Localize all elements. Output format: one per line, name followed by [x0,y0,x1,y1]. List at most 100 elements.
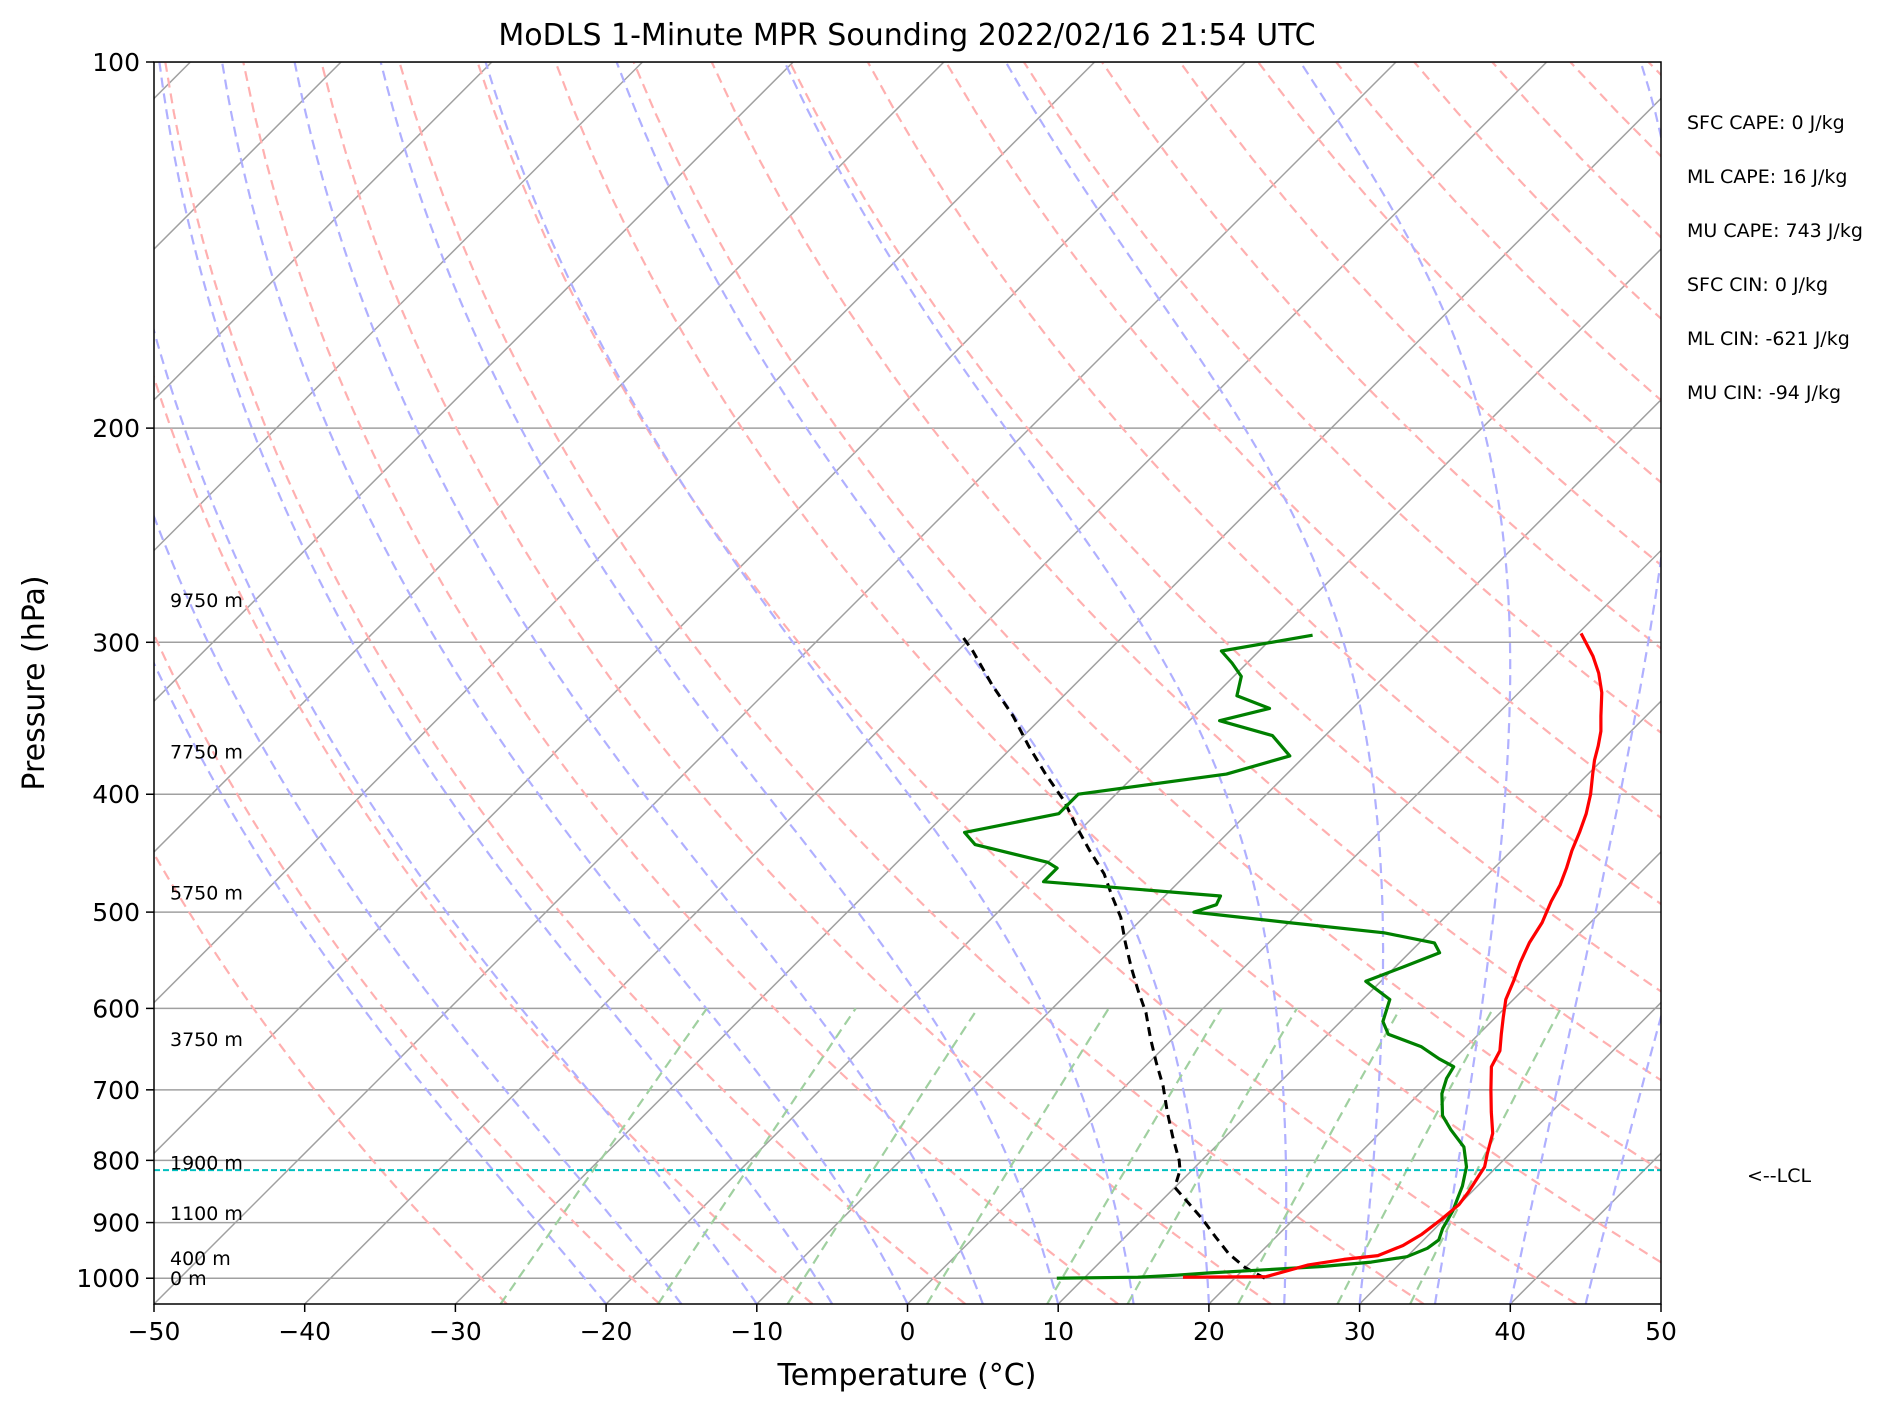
y-tick-label: 700 [92,1076,140,1105]
stat-label: MU CIN: -94 J/kg [1687,382,1841,404]
y-tick-label: 1000 [76,1264,140,1293]
dry-adiabat-line [944,62,1661,820]
parcel-line [958,632,1266,1280]
moist-adiabat-line [154,660,607,1304]
isotherm-line [906,549,1661,1304]
isotherm-line [154,62,1397,1304]
dry-adiabat-line [632,62,1661,1172]
isotherm-line [1509,1152,1661,1304]
x-tick-label: 0 [900,1317,916,1346]
dry-adiabat-line [398,62,1425,1304]
isotherm-line [454,97,1661,1304]
isotherm-line [154,62,945,853]
isotherm-line [605,248,1661,1304]
dry-adiabat-line [1022,62,1661,735]
isotherm-line [304,62,1548,1304]
mixing-ratio-line [1126,1007,1298,1304]
moist-adiabat-line [379,62,1060,1304]
isotherm-line [154,62,794,703]
y-tick-label: 400 [92,780,140,809]
x-tick-label: −50 [128,1317,181,1346]
x-tick-label: 10 [1042,1317,1074,1346]
stat-label: SFC CAPE: 0 J/kg [1687,112,1845,134]
y-axis-label: Pressure (hPa) [17,575,52,790]
moist-adiabat-line [221,62,909,1304]
dry-adiabat-line [554,62,1661,1264]
y-tick-label: 100 [92,48,140,77]
stat-label: ML CAPE: 16 J/kg [1687,166,1847,188]
mixing-ratio-line [1336,1007,1494,1304]
y-tick-label: 300 [92,628,140,657]
moist-adiabat-line [154,513,683,1304]
height-label: 0 m [170,1268,207,1290]
dry-adiabat-line [866,62,1661,906]
isotherm-line [756,398,1661,1304]
height-label: 1900 m [170,1152,243,1174]
moist-adiabat-line [783,62,1288,1304]
x-tick-label: −20 [580,1317,633,1346]
moist-adiabat-line [154,326,758,1304]
dry-adiabat-line [788,62,1661,993]
y-tick-label: 600 [92,994,140,1023]
dry-adiabat-line [1335,62,1661,402]
y-tick-label: 200 [92,414,140,443]
mixing-ratio-line [926,1007,1110,1304]
moist-adiabat-line [1659,1299,1661,1304]
height-label: 3750 m [170,1029,243,1051]
stat-label: MU CAPE: 743 J/kg [1687,220,1863,242]
isotherm-line [154,62,1246,1155]
isotherm-line [154,62,493,401]
mixing-ratio-line [786,1007,979,1304]
isotherm-line [1359,1001,1661,1304]
stat-label: SFC CIN: 0 J/kg [1687,274,1828,296]
dry-adiabat-line [1101,62,1661,650]
moist-adiabat-line [615,62,1210,1304]
isotherm-line [1660,1302,1661,1304]
data-lines [154,632,1661,1280]
y-tick-label: 500 [92,898,140,927]
dry-adiabat-line [1726,62,1903,1304]
x-axis-label: Temperature (°C) [777,1358,1037,1393]
dry-adiabat-line [1569,62,1661,158]
mixing-ratio-line [1237,1007,1402,1304]
mixing-ratio-line [657,1007,857,1304]
y-tick-label: 800 [92,1146,140,1175]
x-tick-label: 50 [1645,1317,1677,1346]
x-tick-label: 30 [1344,1317,1376,1346]
dry-adiabat-line [1647,62,1661,77]
moist-adiabat-line [484,62,1135,1304]
temperature-line [1182,632,1604,1279]
stat-label: ML CIN: -621 J/kg [1687,328,1850,350]
x-tick-label: −40 [278,1317,331,1346]
dry-adiabat-line [1491,62,1661,239]
dry-adiabat-line [242,62,1119,1304]
dry-adiabat-line [154,632,661,1304]
x-tick-label: −10 [730,1317,783,1346]
mixing-ratio-line [1046,1007,1223,1304]
moist-adiabat-line [293,62,984,1304]
dry-adiabat-line [1179,62,1661,567]
dry-adiabat-line [476,62,1578,1304]
moist-adiabat-line [1509,62,1661,1304]
dry-adiabat-line [154,851,508,1304]
background-lines [154,62,1903,1304]
moist-adiabat-line [1584,1012,1661,1304]
isotherm-line [154,62,644,552]
dewpoint-line [962,633,1469,1280]
y-tick-label: 900 [92,1209,140,1238]
y-axis: 100 200 300 400 500 600 700 800 900 1000 [76,48,154,1293]
height-labels: 9750 m 7750 m 5750 m 3750 m 1900 m 1100 m 400 … [170,590,243,1290]
moist-adiabat-line [158,62,834,1304]
x-tick-label: 40 [1494,1317,1526,1346]
x-tick-label: −30 [429,1317,482,1346]
height-label: 5750 m [170,883,243,905]
lcl-label: <--LCL [1747,1165,1811,1187]
height-label: 9750 m [170,590,243,612]
stats-panel: SFC CAPE: 0 J/kg ML CAPE: 16 J/kg MU CAPE:… [1687,112,1863,404]
mixing-ratio-line [1409,1007,1562,1304]
height-label: 1100 m [170,1203,243,1225]
mixing-ratio-line [499,1007,708,1304]
height-label: 7750 m [170,742,243,764]
moist-adiabat-line [1299,62,1512,1304]
